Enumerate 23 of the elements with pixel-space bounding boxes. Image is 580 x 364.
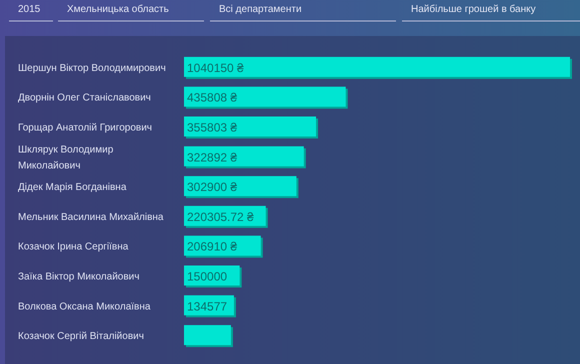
y-tick-label: Козачок Ірина Сергіївна <box>18 242 129 253</box>
y-tick-label: Козачок Сергій Віталійович <box>18 331 144 342</box>
data-label: 1040150 ₴ <box>187 60 244 75</box>
data-label: 134577 <box>187 299 228 314</box>
y-tick-label: Дворнін Олег Станіславович <box>18 92 151 104</box>
data-label: 220305.72 ₴ <box>187 210 254 224</box>
data-label: 435808 ₴ <box>187 90 238 105</box>
data-label: 355803 ₴ <box>187 120 238 134</box>
y-tick-label: Горщар Анатолій Григорович <box>18 122 152 134</box>
data-label: 150000 <box>187 270 228 284</box>
data-label: 206910 ₴ <box>187 240 238 254</box>
text: Хмельницька область <box>67 4 169 15</box>
y-tick-label: Дідек Марія Богданівна <box>18 182 127 194</box>
text: Всі департаменти <box>219 4 302 15</box>
y-tick-label: Заїка Віктор Миколайович <box>18 272 140 282</box>
text: 2015 <box>18 4 41 15</box>
y-tick-label: Волкова Оксана Миколаївна <box>18 301 151 312</box>
y-tick-label: Мельник Василина Михайлівна <box>18 212 164 223</box>
y-tick-label: Шершун Віктор Володимирович <box>18 62 166 74</box>
text: Найбільше грошей в банку <box>411 4 536 15</box>
y-tick-label: Шклярук Володимир Миколайович <box>18 144 114 172</box>
data-label: 322892 ₴ <box>187 150 238 164</box>
data-label: 302900 ₴ <box>187 180 238 194</box>
